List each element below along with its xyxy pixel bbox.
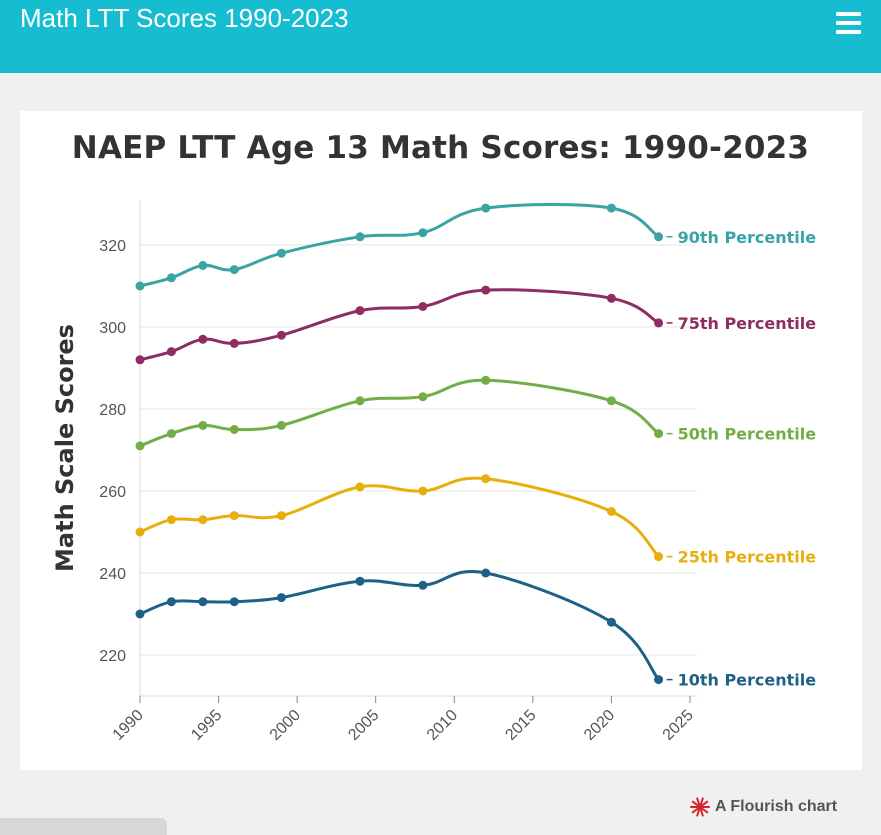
data-point xyxy=(229,265,239,275)
data-point xyxy=(135,355,145,365)
data-point xyxy=(229,338,239,348)
data-point xyxy=(198,515,208,525)
x-tick-label: 2005 xyxy=(345,707,382,744)
chart-card xyxy=(20,111,862,770)
x-tick-label: 1995 xyxy=(188,707,225,744)
data-point xyxy=(481,474,491,484)
data-point xyxy=(166,429,176,439)
data-point xyxy=(355,482,365,492)
data-point xyxy=(198,334,208,344)
series-label: 10th Percentile xyxy=(678,671,817,690)
data-point xyxy=(166,597,176,607)
data-point xyxy=(135,609,145,619)
data-point xyxy=(276,420,286,430)
credit-label: A Flourish chart xyxy=(715,798,838,815)
data-point xyxy=(276,511,286,521)
data-point xyxy=(418,392,428,402)
data-point xyxy=(606,203,616,213)
chart-title: NAEP LTT Age 13 Math Scores: 1990-2023 xyxy=(71,130,810,166)
data-point xyxy=(418,302,428,311)
hamburger-menu-icon[interactable] xyxy=(836,12,861,34)
data-point xyxy=(654,429,664,439)
x-tick-label: 2000 xyxy=(267,707,304,744)
series-label: 75th Percentile xyxy=(678,314,817,333)
data-point xyxy=(198,261,208,270)
data-point xyxy=(654,318,664,328)
page-title: Math LTT Scores 1990-2023 xyxy=(20,3,349,33)
series-line xyxy=(139,570,660,681)
data-point xyxy=(606,507,616,516)
flourish-credit[interactable]: A Flourish chart xyxy=(690,797,837,817)
bottom-tab[interactable] xyxy=(0,818,167,835)
data-point xyxy=(135,527,145,537)
data-point xyxy=(355,396,365,406)
y-tick-label: 260 xyxy=(99,484,126,501)
data-point xyxy=(276,330,286,340)
data-point xyxy=(418,580,428,590)
data-point xyxy=(654,232,664,242)
data-point xyxy=(198,420,208,430)
data-point xyxy=(654,675,664,685)
series-line xyxy=(139,378,660,448)
y-tick-label: 280 xyxy=(99,402,126,419)
y-tick-label: 240 xyxy=(99,566,126,583)
series-line xyxy=(139,288,660,362)
y-tick-label: 300 xyxy=(99,320,126,337)
data-point xyxy=(229,597,239,607)
data-point xyxy=(606,396,616,406)
series-label: 25th Percentile xyxy=(678,548,817,567)
series-line xyxy=(139,203,660,288)
x-tick-label: 1990 xyxy=(110,707,147,744)
data-point xyxy=(166,347,176,357)
series-label: 50th Percentile xyxy=(678,425,817,444)
data-point xyxy=(481,375,491,385)
series-label: 90th Percentile xyxy=(678,228,817,247)
series-line xyxy=(139,476,660,558)
data-point xyxy=(135,281,145,291)
data-point xyxy=(481,203,491,213)
y-tick-label: 220 xyxy=(99,648,126,665)
x-tick-label: 2025 xyxy=(660,707,697,744)
data-point xyxy=(606,617,616,627)
data-point xyxy=(276,248,286,258)
data-point xyxy=(418,228,428,238)
data-point xyxy=(481,568,491,578)
data-point xyxy=(276,593,286,603)
data-point xyxy=(198,597,208,607)
data-point xyxy=(355,576,365,586)
data-point xyxy=(135,441,145,451)
data-point xyxy=(418,486,428,496)
x-tick-label: 2015 xyxy=(502,707,539,744)
data-point xyxy=(229,425,239,434)
data-point xyxy=(355,306,365,316)
x-tick-label: 2020 xyxy=(581,707,618,744)
y-tick-label: 320 xyxy=(99,238,126,255)
data-point xyxy=(654,552,664,562)
data-point xyxy=(606,293,616,303)
data-point xyxy=(166,515,176,525)
x-tick-label: 2010 xyxy=(424,707,461,744)
flourish-logo-icon xyxy=(690,797,710,817)
header-bar: Math LTT Scores 1990-2023 xyxy=(0,0,881,73)
y-axis-label: Math Scale Scores xyxy=(51,324,79,572)
data-point xyxy=(481,285,491,295)
data-point xyxy=(166,273,176,283)
data-point xyxy=(355,232,365,242)
data-point xyxy=(229,511,239,521)
